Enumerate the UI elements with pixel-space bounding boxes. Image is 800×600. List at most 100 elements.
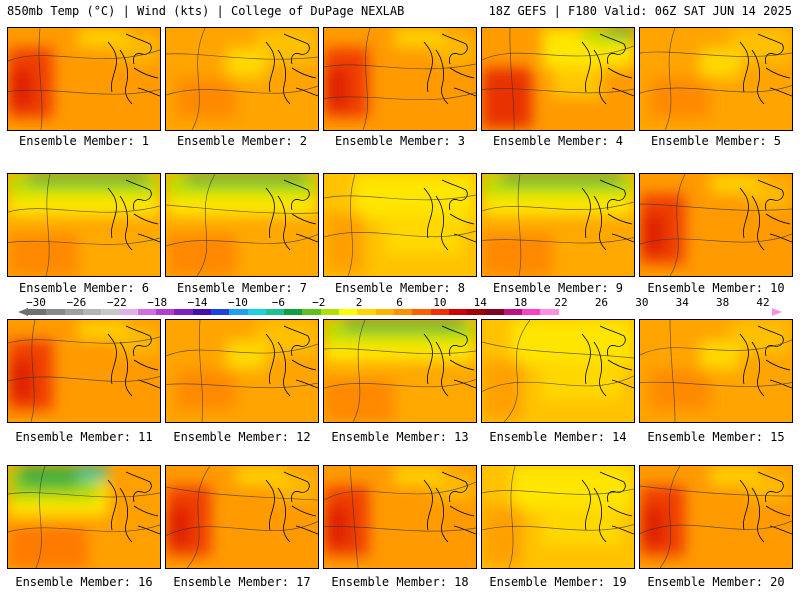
temperature-colorbar: −30 −26 −22 −18 −14 −10 −6 −2 2 6 10 14 18 22 26 30 34 38… <box>0 296 800 320</box>
header-title-left: 850mb Temp (°C) | Wind (kts) | College o… <box>7 4 405 18</box>
ensemble-map-panel <box>7 319 161 423</box>
ensemble-map-panel <box>639 173 793 277</box>
colorbar-tick-label: −2 <box>312 296 326 309</box>
ensemble-map-panel <box>7 27 161 131</box>
colorbar-swatch <box>101 309 120 315</box>
colorbar-tick-label: 38 <box>715 296 730 309</box>
colorbar-swatch <box>467 309 486 315</box>
ensemble-member-label: Ensemble Member: 6 <box>18 281 150 295</box>
ensemble-map-panel <box>165 27 319 131</box>
temperature-map <box>8 320 160 422</box>
colorbar-tick-label: 42 <box>756 296 770 309</box>
colorbar-swatch <box>192 309 211 315</box>
temperature-map <box>482 466 634 568</box>
temperature-map <box>482 28 634 130</box>
temperature-map <box>640 174 792 276</box>
colorbar-swatch <box>265 309 285 315</box>
colorbar-swatch <box>137 309 157 315</box>
colorbar-swatch <box>210 309 230 315</box>
colorbar-swatch <box>339 309 358 315</box>
ensemble-member-label: Ensemble Member: 9 <box>492 281 624 295</box>
ensemble-map-panel <box>323 27 477 131</box>
ensemble-member-label: Ensemble Member: 1 <box>18 134 150 148</box>
ensemble-member-label: Ensemble Member: 15 <box>647 430 785 444</box>
temperature-map <box>482 174 634 276</box>
temperature-map <box>166 466 318 568</box>
ensemble-member-label: Ensemble Member: 13 <box>331 430 469 444</box>
colorbar-swatch <box>247 309 266 315</box>
temperature-map <box>8 174 160 276</box>
colorbar-tick-label: −22 <box>106 296 127 309</box>
temperature-map <box>324 320 476 422</box>
colorbar-swatch <box>64 309 83 315</box>
colorbar-tick-label: 34 <box>675 296 689 309</box>
ensemble-member-label: Ensemble Member: 4 <box>492 134 624 148</box>
ensemble-map-panel <box>323 465 477 569</box>
colorbar-swatch <box>375 309 394 315</box>
colorbar-tick-label: −26 <box>66 296 87 309</box>
header-title-right: 18Z GEFS | F180 Valid: 06Z SAT JUN 14 20… <box>488 4 792 18</box>
colorbar-swatch <box>320 309 340 315</box>
colorbar-swatch <box>393 309 413 315</box>
temperature-map <box>640 28 792 130</box>
temperature-map <box>324 466 476 568</box>
ensemble-member-label: Ensemble Member: 10 <box>647 281 785 295</box>
colorbar-tick-label: −30 <box>26 296 46 309</box>
colorbar-swatch <box>448 309 468 315</box>
colorbar-swatch <box>82 309 102 315</box>
ensemble-member-label: Ensemble Member: 14 <box>489 430 627 444</box>
colorbar-tick-label: 26 <box>594 296 609 309</box>
ensemble-map-panel <box>165 465 319 569</box>
colorbar-right-arrow <box>772 308 782 316</box>
colorbar-swatch <box>284 309 303 315</box>
colorbar-tick-label: 18 <box>514 296 528 309</box>
ensemble-member-label: Ensemble Member: 5 <box>650 134 782 148</box>
ensemble-member-label: Ensemble Member: 2 <box>176 134 308 148</box>
colorbar-swatch <box>119 309 138 315</box>
temperature-map <box>640 320 792 422</box>
temperature-map <box>324 28 476 130</box>
colorbar-swatch <box>430 309 449 315</box>
colorbar-swatch <box>412 309 431 315</box>
colorbar-tick-label: −14 <box>187 296 208 309</box>
colorbar-swatch <box>156 309 175 315</box>
ensemble-member-label: Ensemble Member: 16 <box>15 575 153 589</box>
colorbar-left-arrow <box>18 308 28 316</box>
ensemble-map-panel <box>481 465 635 569</box>
colorbar-swatch <box>229 309 248 315</box>
ensemble-map-panel <box>639 27 793 131</box>
colorbar-swatch <box>485 309 504 315</box>
temperature-map <box>166 28 318 130</box>
colorbar-tick-label: 2 <box>355 296 363 309</box>
ensemble-member-label: Ensemble Member: 12 <box>173 430 311 444</box>
ensemble-map-panel <box>481 173 635 277</box>
colorbar-tick-label: 6 <box>396 296 403 309</box>
temperature-map <box>640 466 792 568</box>
ensemble-map-panel <box>165 173 319 277</box>
ensemble-member-label: Ensemble Member: 17 <box>173 575 311 589</box>
ensemble-member-label: Ensemble Member: 11 <box>15 430 153 444</box>
colorbar-swatch <box>302 309 321 315</box>
colorbar-tick-label: −10 <box>228 296 248 309</box>
colorbar-tick-label: 14 <box>473 296 487 309</box>
ensemble-member-label: Ensemble Member: 8 <box>334 281 466 295</box>
colorbar-tick-label: 10 <box>433 296 447 309</box>
temperature-map <box>8 28 160 130</box>
colorbar-tick-label: 30 <box>635 296 649 309</box>
colorbar-swatch <box>46 309 65 315</box>
colorbar-tick-label: −18 <box>147 296 168 309</box>
temperature-map <box>166 174 318 276</box>
ensemble-map-panel <box>165 319 319 423</box>
temperature-map <box>482 320 634 422</box>
colorbar-tick-label: −6 <box>271 296 285 309</box>
ensemble-map-panel <box>481 319 635 423</box>
colorbar-swatch <box>174 309 193 315</box>
colorbar-swatch <box>522 309 541 315</box>
ensemble-map-panel <box>639 319 793 423</box>
temperature-map <box>8 466 160 568</box>
ensemble-map-panel <box>7 465 161 569</box>
ensemble-member-label: Ensemble Member: 3 <box>334 134 466 148</box>
ensemble-map-panel <box>481 27 635 131</box>
ensemble-map-panel <box>639 465 793 569</box>
ensemble-member-label: Ensemble Member: 18 <box>331 575 469 589</box>
